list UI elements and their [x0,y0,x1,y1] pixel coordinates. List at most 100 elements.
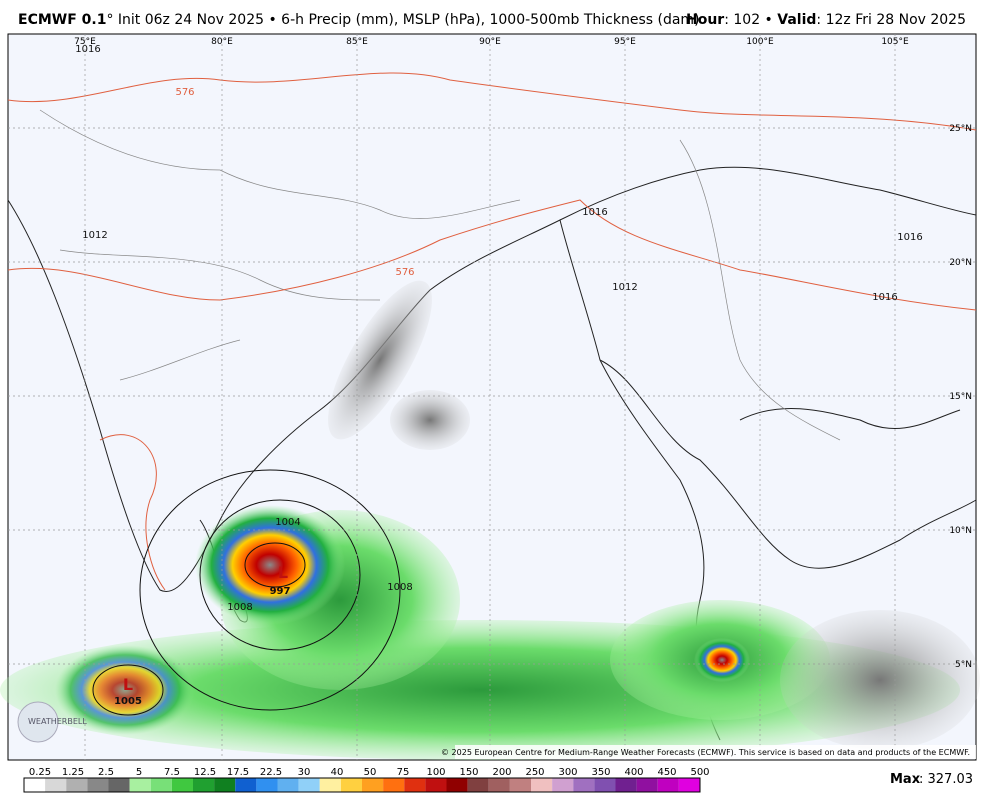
colorbar-label: 22.5 [260,767,282,778]
lon-label: 95°E [614,37,636,47]
max-value: : 327.03 [919,772,973,787]
colorbar-frame [23,777,701,793]
colorbar-swatch [467,778,489,792]
lon-label: 75°E [74,37,96,47]
colorbar-swatch [657,778,679,792]
colorbar-swatch [615,778,637,792]
colorbar: 0.25 1.25 2.5 5 7.5 12.5 17.5 22.5 30 40 50 75 100 15… [23,767,710,793]
contour-label: 1016 [872,292,897,303]
contour-label: 997 [270,586,291,597]
colorbar-swatch [319,778,341,792]
colorbar-swatch [362,778,384,792]
lat-label: 10°N [949,526,972,536]
logo-badge [17,701,59,743]
colorbar-swatch [277,778,299,792]
colorbar-label: 12.5 [194,767,216,778]
thickness-contours [7,72,977,591]
colorbar-swatch [214,778,236,792]
map-labels: 75°E 80°E 85°E 90°E 95°E 100°E 105°E 25°N 20°N 15… [74,37,972,707]
colorbar-swatch [256,778,278,792]
lon-label: 90°E [479,37,501,47]
low-mark: L [123,675,133,694]
lon-label: 80°E [211,37,233,47]
valid-label: Valid [777,12,817,28]
colorbar-swatch [636,778,658,792]
colorbar-swatch [66,778,88,792]
description: ° Init 06z 24 Nov 2025 • 6-h Precip (mm)… [106,12,700,28]
colorbar-label: 500 [690,767,709,778]
lat-label: 20°N [949,258,972,268]
colorbar-label: 1.25 [62,767,84,778]
lon-label: 105°E [881,37,909,47]
valid-value: : 12z Fri 28 Nov 2025 [816,12,966,28]
max-label: Max [890,772,921,787]
borders [39,109,841,441]
copyright: © 2025 European Centre for Medium-Range … [441,748,970,757]
colorbar-swatch [425,778,447,792]
contour-label: 1016 [582,207,607,218]
lat-label: 25°N [949,124,972,134]
contour-label: 576 [175,87,194,98]
colorbar-swatch [150,778,172,792]
colorbar-swatch [24,778,46,792]
lon-label: 100°E [746,37,774,47]
hour-label: Hour [686,12,725,28]
isobars [92,469,401,716]
graticule [8,34,976,760]
colorbar-label: 17.5 [227,767,249,778]
colorbar-swatch [552,778,574,792]
colorbar-swatch [488,778,510,792]
colorbar-swatch [573,778,595,792]
colorbar-label: 450 [657,767,676,778]
colorbar-swatch [298,778,320,792]
colorbar-label: 0.25 [29,767,51,778]
colorbar-label: 50 [364,767,377,778]
colorbar-swatch [129,778,151,792]
colorbar-swatch [446,778,468,792]
logo: WEATHERBELL [28,717,87,726]
contour-label: 1004 [275,517,300,528]
header-left: ECMWF 0.1° Init 06z 24 Nov 2025 • 6-h Pr… [18,12,700,28]
contour-label: 1016 [75,44,100,55]
contour-label: 576 [395,267,414,278]
colorbar-label: 5 [136,767,142,778]
contour-label: 1008 [387,582,412,593]
colorbar-swatch [404,778,426,792]
colorbar-label: 75 [397,767,410,778]
lat-label: 5°N [955,660,972,670]
colorbar-swatch [340,778,362,792]
colorbar-swatch [193,778,215,792]
colorbar-label: 100 [426,767,445,778]
lon-label: 85°E [346,37,368,47]
colorbar-swatch [531,778,553,792]
colorbar-label: 400 [624,767,643,778]
colorbar-swatch [108,778,130,792]
lat-label: 15°N [949,392,972,402]
colorbar-label: 300 [558,767,577,778]
colorbar-swatch [594,778,616,792]
copyright-bg [455,745,976,759]
contour-label: 1012 [612,282,637,293]
colorbar-label: 150 [459,767,478,778]
colorbar-label: 2.5 [98,767,114,778]
colorbar-label: 250 [525,767,544,778]
colorbar-swatch [678,778,700,792]
colorbar-swatch [171,778,193,792]
colorbar-swatch [509,778,531,792]
colorbar-label: 350 [591,767,610,778]
header-right: Hour: 102 • Valid: 12z Fri 28 Nov 2025 [686,12,966,28]
precipitation [0,280,980,760]
colorbar-label: 40 [331,767,344,778]
colorbar-swatch [383,778,405,792]
colorbar-label: 30 [298,767,311,778]
colorbar-label: 200 [492,767,511,778]
contour-label: 1012 [82,230,107,241]
colorbar-swatch [45,778,67,792]
colorbar-swatch [235,778,257,792]
hour-value: : 102 • [724,12,773,28]
contour-label: 1005 [114,696,142,707]
model: ECMWF 0.1 [18,12,107,28]
colorbar-label: 7.5 [164,767,180,778]
